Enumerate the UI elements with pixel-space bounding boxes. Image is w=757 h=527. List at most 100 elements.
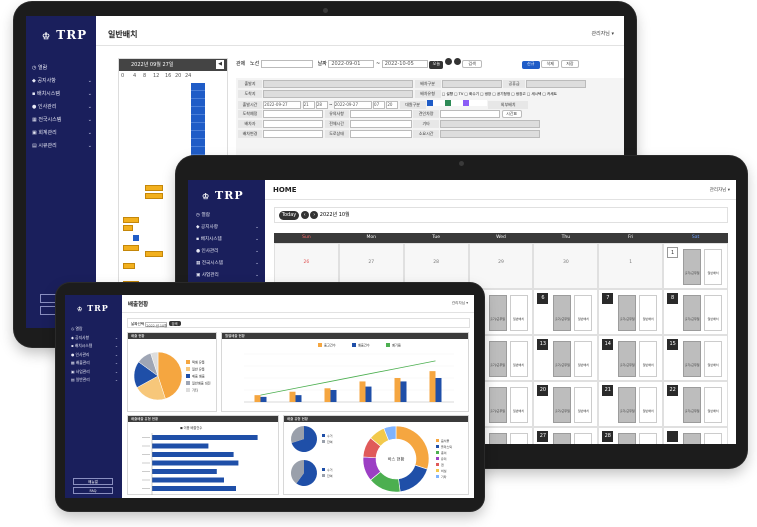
truck-icon[interactable] [509, 295, 528, 331]
today-button[interactable]: 오늘 [429, 61, 444, 69]
mail-icon[interactable] [618, 433, 637, 444]
mail-icon[interactable] [683, 433, 702, 444]
user-menu[interactable]: 관리자님 ▾ [451, 301, 468, 305]
departure-input[interactable] [263, 80, 414, 88]
month-select[interactable]: 2022 년 10월 [145, 321, 168, 328]
search-button[interactable]: 검색 [462, 60, 483, 68]
sidebar-item-national[interactable]: ▦ 전국시스템 ⌄ [196, 258, 259, 270]
manual-button[interactable]: 매뉴얼 [73, 478, 113, 485]
tow-input[interactable] [440, 110, 501, 118]
calendar-day-cell[interactable]: 26 [274, 243, 339, 289]
destination-input[interactable] [263, 90, 414, 98]
mail-icon[interactable] [618, 295, 637, 331]
minute-input[interactable]: 20 [386, 101, 399, 109]
mail-icon[interactable] [683, 387, 702, 423]
schedule-block[interactable] [123, 245, 139, 251]
hour-input[interactable]: 07 [373, 101, 386, 109]
truck-icon[interactable] [574, 433, 593, 444]
total-time-input[interactable] [349, 120, 412, 128]
calendar-day-cell[interactable]: 6 출기/근무일 일반배치 [533, 289, 599, 335]
truck-icon[interactable] [639, 295, 658, 331]
save-button[interactable]: 저장 [560, 60, 579, 68]
arrive-date-input[interactable]: 2022-09-27 [333, 101, 372, 109]
sidebar-item-batch[interactable]: ▪ 배치시스템 ⌄ [196, 234, 259, 246]
sidebar-item-business[interactable]: ▣ 사업관리 ⌄ [71, 368, 118, 374]
schedule-block[interactable] [123, 263, 135, 269]
calendar-day-cell[interactable]: 29 [468, 243, 534, 289]
mail-icon[interactable] [683, 295, 702, 331]
calendar-day-cell[interactable]: 30 [533, 243, 599, 289]
schedule-block[interactable] [145, 251, 163, 257]
truck-icon[interactable] [509, 387, 528, 423]
prev-arrow-icon[interactable] [444, 58, 452, 65]
hour-input[interactable]: 21 [302, 101, 315, 109]
etc-input[interactable] [440, 120, 541, 128]
next-arrow-icon[interactable] [453, 58, 461, 65]
calendar-day-cell[interactable]: 15 출기/근무일 일반배치 [663, 335, 728, 381]
new-button[interactable]: 신규 [521, 61, 540, 69]
mail-icon[interactable] [683, 341, 702, 377]
sidebar-item-general[interactable]: ▤ 일반관리 ⌄ [71, 377, 118, 382]
calendar-day-cell[interactable]: 22 출기/근무일 일반배치 [663, 381, 728, 427]
calendar-day-cell[interactable]: 28 [403, 243, 469, 289]
sidebar-item-batch[interactable]: ▪ 배치시스템 ⌄ [32, 88, 92, 101]
user-menu[interactable]: 관리자님 ▾ [591, 31, 615, 37]
mail-icon[interactable] [488, 295, 507, 331]
mail-icon[interactable] [488, 341, 507, 377]
schedule-block[interactable] [133, 235, 139, 241]
calendar-day-cell[interactable]: 21 출기/근무일 일반배치 [598, 381, 664, 427]
holiday-input[interactable] [526, 80, 587, 88]
sidebar-item-view[interactable]: ◷ 열람 [196, 210, 259, 222]
sidebar-item-view[interactable]: ◷ 열람 [32, 62, 92, 75]
mail-icon[interactable] [618, 387, 637, 423]
schedule-block[interactable] [145, 193, 163, 199]
truck-icon[interactable] [574, 295, 593, 331]
calendar-day-cell[interactable]: 1 출기/근무일 일반배치 [663, 243, 728, 289]
user-menu[interactable]: 관리자님 ▾ [709, 188, 730, 193]
next-month-icon[interactable]: › [310, 211, 319, 219]
schedule-block[interactable] [123, 225, 133, 231]
mail-icon[interactable] [553, 341, 572, 377]
mail-icon[interactable] [553, 295, 572, 331]
calendar-day-cell[interactable]: 14 출기/근무일 일반배치 [598, 335, 664, 381]
options-checkboxes[interactable]: □ 설향 □ TV □ 화수기 □ 냉장 □ 공기청정 □ 냉장고 □ 세시텍 … [441, 92, 557, 96]
truck-icon[interactable] [574, 387, 593, 423]
sidebar-item-hr[interactable]: ● 인사관리 ⌄ [196, 246, 259, 258]
schedule-button[interactable]: 시간표 [501, 110, 522, 118]
mail-icon[interactable] [553, 387, 572, 423]
truck-icon[interactable] [509, 433, 528, 444]
arrival-input[interactable] [263, 110, 324, 118]
search-button[interactable]: 검색 [168, 321, 181, 326]
calendar-day-cell[interactable]: 13 출기/근무일 일반배치 [533, 335, 599, 381]
mail-icon[interactable] [488, 433, 507, 444]
sidebar-item-national[interactable]: ▦ 전국시스템 ⌄ [32, 114, 92, 127]
date-to-input[interactable]: 2022-10-05 [381, 59, 428, 68]
sidebar-item-notice[interactable]: ◆ 공지사항 ⌄ [32, 75, 92, 88]
truck-icon[interactable] [704, 249, 723, 285]
date-from-input[interactable]: 2022-09-01 [328, 59, 375, 68]
sidebar-item-hr[interactable]: ● 인사관리 ⌄ [71, 351, 118, 357]
today-button[interactable]: Today [279, 211, 299, 220]
route-input[interactable] [260, 59, 313, 68]
change-input[interactable] [263, 130, 324, 138]
truck-icon[interactable] [639, 341, 658, 377]
sidebar-item-batch[interactable]: ▪ 배치시스템 ⌄ [71, 343, 118, 348]
truck-icon[interactable] [639, 387, 658, 423]
schedule-block[interactable] [123, 217, 139, 223]
faq-button[interactable]: FAQ [73, 487, 113, 494]
truck-icon[interactable] [704, 341, 723, 377]
mail-icon[interactable] [553, 433, 572, 444]
duration-input[interactable] [440, 130, 541, 138]
minute-input[interactable]: 28 [315, 101, 328, 109]
notes-input[interactable] [349, 110, 412, 118]
mail-icon[interactable] [488, 387, 507, 423]
truck-icon[interactable] [639, 433, 658, 444]
truck-icon[interactable] [509, 341, 528, 377]
sidebar-item-hr[interactable]: ● 인사관리 ⌄ [32, 101, 92, 114]
sidebar-item-accounting[interactable]: ▣ 회계관리 ⌄ [32, 127, 92, 140]
truck-icon[interactable] [704, 387, 723, 423]
